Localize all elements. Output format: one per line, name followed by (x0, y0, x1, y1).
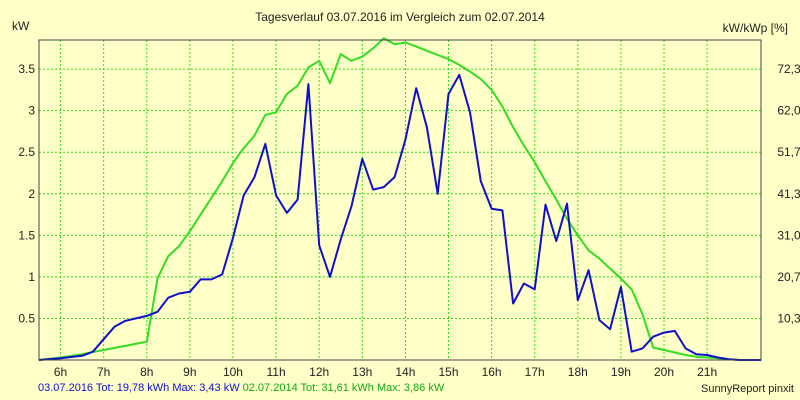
x-tick-label: 21h (697, 365, 717, 379)
x-tick-label: 14h (395, 365, 415, 379)
y-ticks-right: 10,3 20,7 31,0 41,3 51,7 62,0 72,3 (777, 62, 800, 325)
series-lines (38, 37, 761, 361)
x-tick-label: 9h (183, 365, 196, 379)
y-ticks-left: 0.5 1 1.5 2 2.5 3 3.5 (18, 62, 35, 325)
x-tick-label: 11h (267, 365, 286, 379)
x-tick-label: 16h (482, 365, 502, 379)
y-tick-label-right: 72,3 (777, 62, 800, 76)
x-tick-label: 12h (309, 365, 329, 379)
y-tick-label-left: 2 (28, 187, 35, 201)
y-tick-label-right: 31,0 (777, 228, 800, 242)
y-tick-label-left: 1 (28, 270, 35, 284)
series-line-03.07.2016 (38, 73, 761, 361)
y-tick-label-left: 1.5 (18, 228, 35, 242)
plot-border (38, 39, 762, 361)
x-tick-label: 6h (54, 365, 67, 379)
x-tick-label: 13h (352, 365, 372, 379)
x-tick-label: 8h (140, 365, 153, 379)
y-tick-label-right: 20,7 (777, 270, 800, 284)
x-ticks: 6h 7h 8h 9h 10h 11h 12h 13h 14h 15h 16h 17h 18h 19h 20… (54, 365, 717, 379)
series-line-02.07.2014 (38, 37, 761, 361)
x-tick-label: 7h (97, 365, 110, 379)
series2-summary: 02.07.2014 Tot: 31,61 kWh Max: 3,86 kW (242, 382, 445, 394)
y-tick-label-right: 10,3 (777, 311, 800, 325)
y-axis-label-right: kW/kWp [%] (722, 21, 788, 35)
y-tick-label-left: 3 (28, 104, 35, 118)
x-tick-label: 19h (611, 365, 631, 379)
y-tick-label-left: 0.5 (18, 311, 35, 325)
plot-area (39, 40, 761, 360)
footer-summary: 03.07.2016 Tot: 19,78 kWh Max: 3,43 kW 0… (38, 382, 444, 394)
y-tick-label-left: 3.5 (18, 62, 35, 76)
x-tick-label: 17h (525, 365, 545, 379)
y-tick-label-right: 51,7 (777, 145, 800, 159)
y-axis-label-left: kW (12, 19, 30, 33)
x-tick-label: 18h (568, 365, 588, 379)
series1-summary: 03.07.2016 Tot: 19,78 kWh Max: 3,43 kW (38, 382, 240, 394)
y-tick-label-left: 2.5 (18, 145, 35, 159)
chart-title: Tagesverlauf 03.07.2016 im Vergleich zum… (255, 10, 545, 24)
credit-text: SunnyReport pinxit (701, 383, 794, 395)
y-tick-label-right: 41,3 (777, 187, 800, 201)
x-tick-label: 20h (654, 365, 674, 379)
y-tick-label-right: 62,0 (777, 104, 800, 118)
x-tick-label: 15h (438, 365, 458, 379)
grid (39, 40, 761, 360)
x-tick-label: 10h (223, 365, 243, 379)
